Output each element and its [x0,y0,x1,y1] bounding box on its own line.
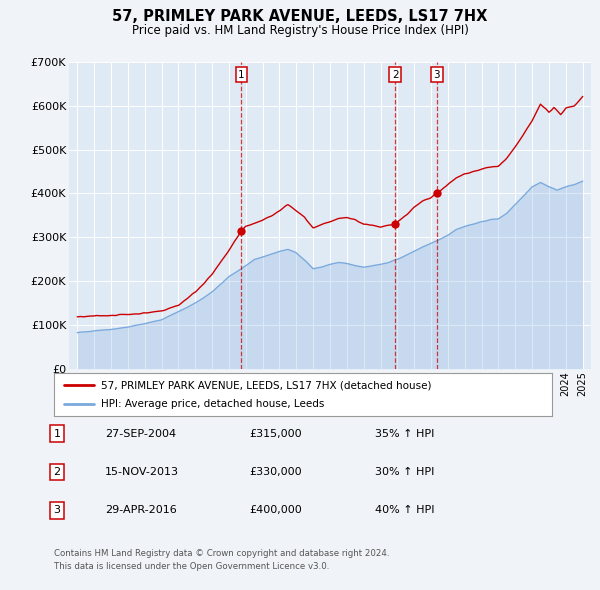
Text: 1: 1 [53,429,61,438]
Text: 57, PRIMLEY PARK AVENUE, LEEDS, LS17 7HX: 57, PRIMLEY PARK AVENUE, LEEDS, LS17 7HX [112,9,488,24]
Text: 30% ↑ HPI: 30% ↑ HPI [375,467,434,477]
Text: £400,000: £400,000 [249,506,302,515]
Text: £315,000: £315,000 [249,429,302,438]
Text: 29-APR-2016: 29-APR-2016 [105,506,177,515]
Text: 3: 3 [433,70,440,80]
Text: 3: 3 [53,506,61,515]
Text: 1: 1 [238,70,245,80]
Text: 2: 2 [392,70,398,80]
Text: 35% ↑ HPI: 35% ↑ HPI [375,429,434,438]
Text: 40% ↑ HPI: 40% ↑ HPI [375,506,434,515]
Text: Price paid vs. HM Land Registry's House Price Index (HPI): Price paid vs. HM Land Registry's House … [131,24,469,37]
Text: 57, PRIMLEY PARK AVENUE, LEEDS, LS17 7HX (detached house): 57, PRIMLEY PARK AVENUE, LEEDS, LS17 7HX… [101,381,432,391]
Text: 27-SEP-2004: 27-SEP-2004 [105,429,176,438]
Text: 15-NOV-2013: 15-NOV-2013 [105,467,179,477]
Text: This data is licensed under the Open Government Licence v3.0.: This data is licensed under the Open Gov… [54,562,329,571]
Text: Contains HM Land Registry data © Crown copyright and database right 2024.: Contains HM Land Registry data © Crown c… [54,549,389,558]
Text: £330,000: £330,000 [249,467,302,477]
Text: 2: 2 [53,467,61,477]
Text: HPI: Average price, detached house, Leeds: HPI: Average price, detached house, Leed… [101,399,325,409]
